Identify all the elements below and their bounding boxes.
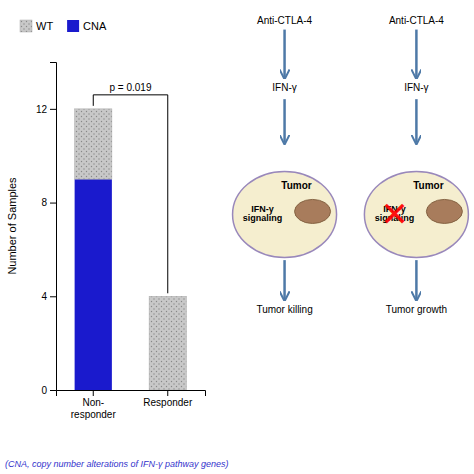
x-tick: Non-responder (71, 390, 117, 420)
legend-item: CNA (67, 20, 107, 32)
bracket-bar (93, 94, 168, 95)
series-1 (75, 109, 187, 390)
bracket (93, 95, 168, 293)
y-tick-label: 8 (41, 197, 47, 208)
x-tick-label-line: responder (71, 409, 117, 420)
pathway: Anti-CTLA-4IFN-γTumorIFN-γsignalingTumor… (233, 15, 337, 315)
y-axis-title: Number of Samples (6, 177, 18, 275)
pathway-cytokine: IFN-γ (404, 82, 428, 93)
y-tick-label: 12 (36, 104, 48, 115)
pathway-drug: Anti-CTLA-4 (389, 15, 444, 26)
legend-swatch (20, 20, 32, 32)
arrow (415, 260, 418, 299)
y-tick-label: 0 (41, 385, 47, 396)
x-axis-line (57, 391, 206, 397)
pathway-drug: Anti-CTLA-4 (257, 15, 312, 26)
x-axis: Non-responder Responder (57, 390, 206, 420)
legend-label: WT (36, 20, 53, 32)
tumor-label: Tumor (413, 180, 443, 191)
y-tick-mark (50, 390, 56, 391)
nucleus (426, 199, 462, 223)
y-tick: 8 (41, 197, 56, 208)
y-axis: 0 4 8 12 (36, 63, 57, 396)
signaling-label-line: signaling (243, 214, 283, 224)
y-tick: 0 (41, 385, 56, 396)
bar (149, 296, 186, 390)
arrow (283, 260, 286, 299)
tumor-cell (233, 171, 337, 257)
series-0 (75, 179, 112, 390)
p-value: p = 0.019 (110, 82, 152, 93)
tumor-cell (364, 171, 468, 257)
bar (75, 109, 112, 179)
bars (75, 109, 187, 390)
y-tick-mark (50, 203, 56, 204)
arrow (283, 30, 286, 78)
arrow (415, 99, 418, 143)
arrow (415, 30, 418, 78)
blocked-mark: ✕ (380, 195, 409, 233)
x-tick-mark (167, 390, 168, 396)
bracket-tick (93, 95, 94, 106)
bracket-tick (167, 95, 168, 293)
legend-item: WT (20, 20, 53, 32)
y-axis-line (50, 63, 57, 391)
nucleus (295, 199, 331, 223)
x-tick-label: Non-responder (71, 397, 117, 420)
y-tick-label: 4 (41, 291, 47, 302)
tumor-label: Tumor (281, 180, 311, 191)
x-tick: Responder (143, 390, 193, 408)
caption: (CNA, copy number alterations of IFN-γ p… (5, 459, 229, 469)
signaling-label-line: IFN-γ (251, 204, 274, 214)
chart: 0 4 8 12 Non-responder Responder Number of Sam… (0, 0, 474, 474)
pathway-cytokine: IFN-γ (272, 82, 296, 93)
x-tick-label-line: Responder (143, 397, 193, 408)
legend-label: CNA (83, 20, 107, 32)
y-tick-mark (50, 109, 56, 110)
x-tick-label: Responder (143, 397, 193, 408)
bar (75, 179, 112, 390)
x-tick-label-line: Non- (82, 397, 104, 408)
pathway-outcome: Tumor killing (256, 304, 312, 315)
y-tick: 12 (36, 104, 56, 115)
pathway: Anti-CTLA-4IFN-γTumorIFN-γsignaling✕Tumo… (364, 15, 468, 315)
signaling-label: IFN-γsignaling (243, 204, 283, 224)
y-tick: 4 (41, 291, 56, 302)
legend: WT CNA (20, 20, 107, 32)
y-tick-mark (50, 296, 56, 297)
arrow (283, 99, 286, 143)
x-tick-mark (93, 390, 94, 396)
pathway-outcome: Tumor growth (386, 304, 447, 315)
legend-swatch (67, 20, 79, 32)
